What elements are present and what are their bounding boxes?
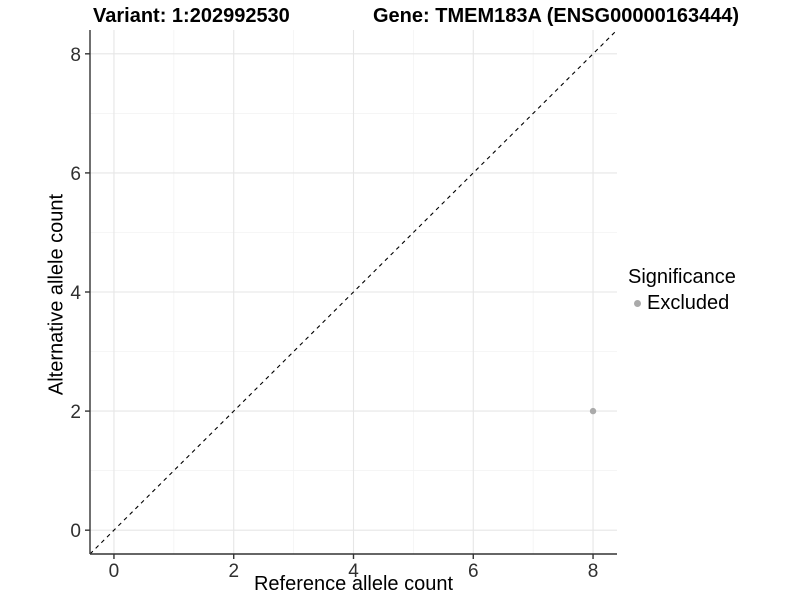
y-tick-label: 2 [70,402,81,423]
x-tick-label: 6 [468,561,479,582]
data-point [589,407,597,415]
legend-item-label: Excluded [647,292,730,314]
y-axis-title: Alternative allele count [45,193,68,396]
y-tick-label: 8 [70,45,81,66]
legend-item-excluded: Excluded [628,292,736,315]
x-axis-title: Reference allele count [253,573,453,595]
gene-title: Gene: TMEM183A (ENSG00000163444) [373,5,740,27]
y-tick-label: 4 [70,283,81,304]
legend-title: Significance [628,266,736,288]
identity-line [89,29,618,555]
x-tick-label: 2 [228,561,239,582]
x-tick-label: 0 [109,561,120,582]
variant-title: Variant: 1:202992530 [93,5,290,27]
legend-point-icon [634,300,641,307]
x-tick-label: 4 [348,561,359,582]
y-tick-label: 6 [70,164,81,185]
x-tick-label: 8 [588,561,599,582]
y-tick-label: 0 [70,521,81,542]
legend: Significance Excluded [628,266,736,315]
